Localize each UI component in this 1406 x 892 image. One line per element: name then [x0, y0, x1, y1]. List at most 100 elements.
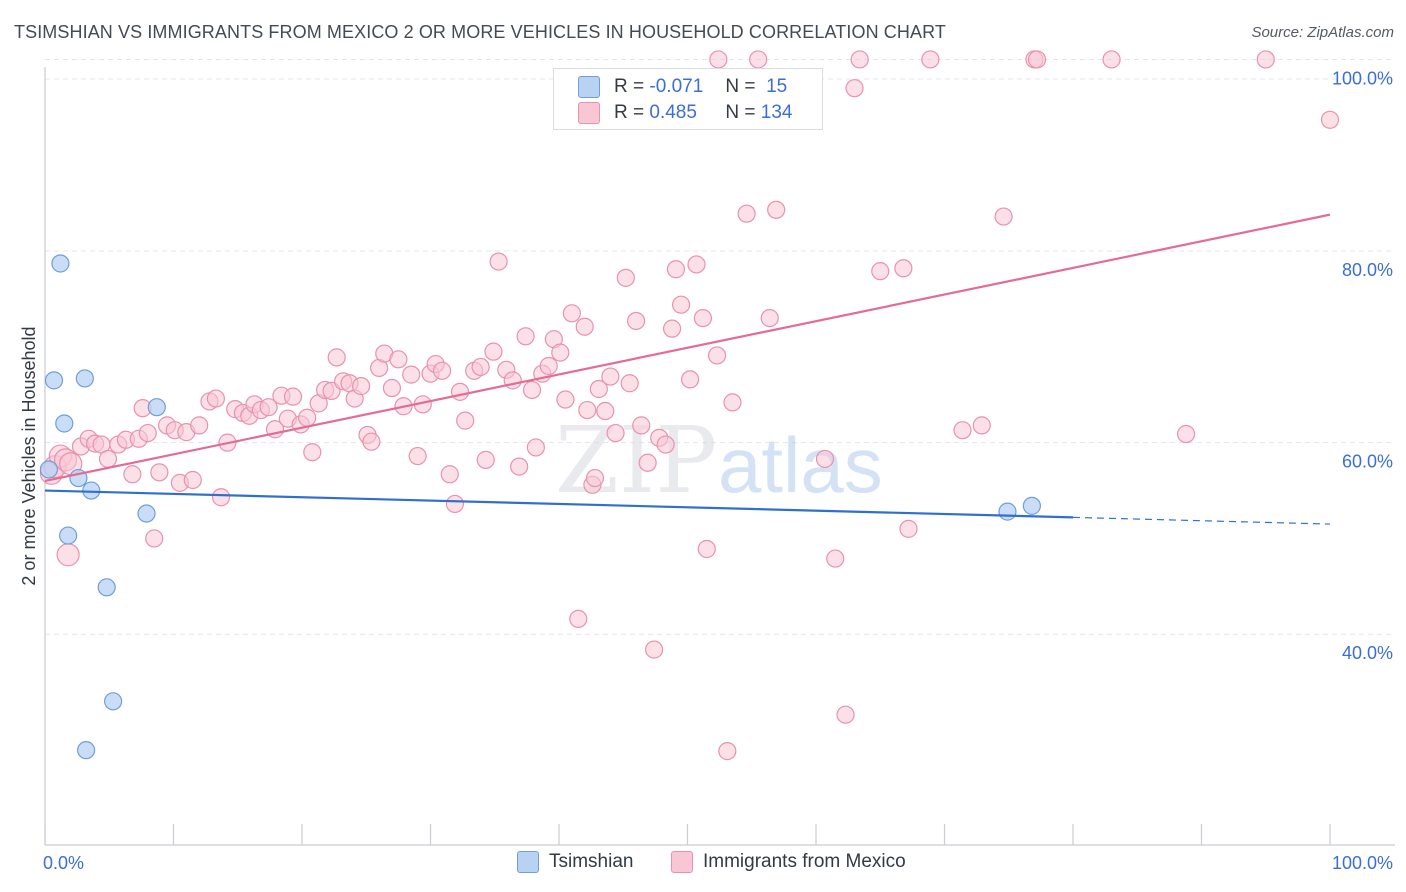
mexico-point [626, 311, 646, 331]
mexico-trend-line [44, 213, 1331, 483]
mexico-point [871, 262, 890, 281]
mexico-point [845, 79, 864, 98]
mexico-point [183, 470, 202, 490]
source-label: Source: ZipAtlas.com [1251, 24, 1394, 41]
mexico-r-value: 0.485 [649, 102, 697, 123]
mexico-point [718, 742, 737, 761]
mexico-point [562, 304, 581, 323]
mexico-point [953, 421, 972, 440]
mexico-point [606, 423, 625, 443]
mexico-point [389, 350, 408, 369]
legend-row-mexico: R = 0.485 N = 134 [578, 100, 792, 126]
mexico-point [693, 309, 713, 328]
mexico-point [298, 408, 317, 427]
mexico-point [150, 463, 169, 482]
mexico-point [489, 252, 508, 271]
tsimshian-n-value: 15 [766, 76, 788, 97]
mexico-point [723, 393, 742, 412]
n-label: N = [725, 102, 756, 123]
mexico-n-value: 134 [760, 102, 793, 123]
mexico-point [98, 449, 118, 469]
mexico-point [138, 423, 157, 443]
watermark: ZIP atlas [555, 407, 883, 514]
tsimshian-point [104, 692, 123, 711]
tsimshian-point [77, 741, 96, 760]
mexico-point [656, 435, 675, 454]
mexico-point [259, 398, 278, 417]
tsimshian-point [59, 526, 78, 545]
mexico-point [921, 50, 940, 69]
mexico-point [476, 450, 495, 469]
mexico-point [1320, 110, 1340, 129]
mexico-point [632, 416, 651, 435]
mexico-point [352, 377, 371, 396]
mexico-point [432, 361, 452, 380]
mexico-point [303, 443, 322, 462]
mexico-point [123, 465, 142, 484]
tsimshian-point [39, 460, 58, 479]
y-tick-label: 60.0% [1342, 452, 1393, 472]
bottom-legend-mexico[interactable]: Immigrants from Mexico [671, 851, 906, 873]
series-immigrants-from-mexico [39, 50, 1340, 761]
mexico-point [709, 50, 728, 69]
mexico-point [671, 295, 691, 314]
mexico-point [1256, 50, 1275, 69]
y-tick-label: 100.0% [1332, 68, 1393, 88]
tsimshian-point [75, 369, 94, 388]
mexico-point [556, 390, 575, 409]
mexico-point [206, 389, 226, 408]
mexico-point [456, 411, 475, 430]
mexico-point [596, 401, 615, 421]
gridlines [45, 58, 1395, 635]
mexico-point [569, 609, 588, 629]
mexico-point [697, 539, 716, 559]
tsimshian-swatch [517, 851, 539, 873]
tsimshian-trend-line [44, 489, 1074, 519]
mexico-point [56, 543, 80, 567]
mexico-point [450, 382, 470, 401]
mexico-point [484, 342, 503, 361]
mexico-point [402, 365, 421, 384]
mexico-point [601, 367, 620, 386]
mexico-point [707, 346, 727, 365]
mexico-point [767, 200, 786, 219]
mexico-point [522, 380, 542, 400]
mexico-point [662, 319, 682, 338]
mexico-point [440, 465, 459, 484]
legend-row-tsimshian: R = -0.071 N = 15 [578, 74, 787, 100]
mexico-point [749, 50, 768, 69]
mexico-point [510, 457, 529, 476]
mexico-swatch [671, 851, 693, 873]
tsimshian-swatch [578, 76, 600, 98]
tsimshian-trend-extension [1072, 516, 1331, 525]
mexico-point [145, 529, 164, 548]
mexico-point [616, 268, 635, 287]
mexico-point [327, 348, 346, 367]
tsimshian-point [1022, 496, 1041, 515]
x-tick-label: 0.0% [43, 853, 84, 873]
mexico-point [382, 378, 402, 398]
mexico-point [1176, 424, 1196, 444]
mexico-point [585, 468, 605, 488]
x-tick-label: 100.0% [1332, 853, 1393, 873]
mexico-point [362, 432, 381, 451]
mexico-point [994, 207, 1013, 226]
mexico-point [737, 204, 756, 223]
trend-lines [44, 213, 1331, 525]
bottom-legend-tsimshian[interactable]: Tsimshian [517, 851, 633, 873]
y-tick-label: 40.0% [1342, 643, 1393, 663]
mexico-point [575, 317, 594, 336]
tsimshian-point [97, 578, 116, 597]
series-tsimshian [39, 254, 1041, 760]
mexico-point [578, 400, 597, 420]
mexico-point [190, 416, 209, 435]
tsimshian-r-value: -0.071 [649, 76, 704, 97]
mexico-point [445, 494, 465, 514]
mexico-point [687, 255, 706, 274]
watermark-atlas: atlas [718, 421, 883, 509]
tsimshian-legend-label: Tsimshian [549, 851, 634, 872]
y-axis-title: 2 or more Vehicles in Household [19, 326, 39, 585]
mexico-point [666, 260, 686, 279]
mexico-point [1027, 50, 1047, 69]
